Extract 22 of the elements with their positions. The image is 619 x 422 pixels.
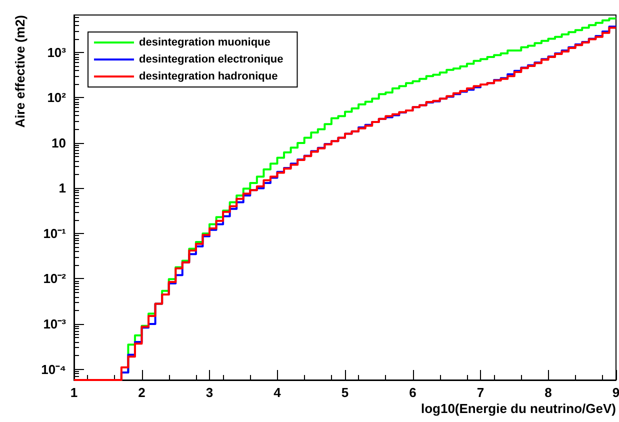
x-tick-label: 3	[206, 385, 214, 400]
y-tick-label: 10⁻⁴	[41, 362, 66, 377]
legend-label: desintegration hadronique	[139, 70, 278, 82]
y-tick-label: 1	[58, 180, 66, 196]
x-tick-label: 9	[612, 385, 619, 400]
y-tick-label: 10⁻²	[43, 271, 67, 286]
legend-label: desintegration electronique	[139, 54, 284, 66]
x-axis-title: log10(Energie du neutrino/GeV)	[420, 401, 616, 416]
y-tick-label: 10³	[47, 44, 67, 60]
x-tick-label: 1	[70, 385, 78, 400]
x-tick-label: 4	[274, 385, 282, 400]
y-tick-label: 10⁻¹	[43, 226, 66, 241]
y-axis-title: Aire effective (m2)	[12, 15, 28, 128]
legend-label: desintegration muonique	[139, 36, 270, 48]
x-tick-label: 6	[409, 385, 416, 400]
x-tick-label: 5	[341, 385, 349, 400]
y-tick-label: 10	[52, 135, 66, 150]
y-tick-label: 10²	[47, 90, 67, 106]
x-tick-label: 2	[138, 385, 146, 400]
x-tick-label: 7	[476, 385, 484, 400]
y-tick-label: 10⁻³	[43, 316, 67, 332]
x-tick-label: 8	[544, 385, 552, 400]
